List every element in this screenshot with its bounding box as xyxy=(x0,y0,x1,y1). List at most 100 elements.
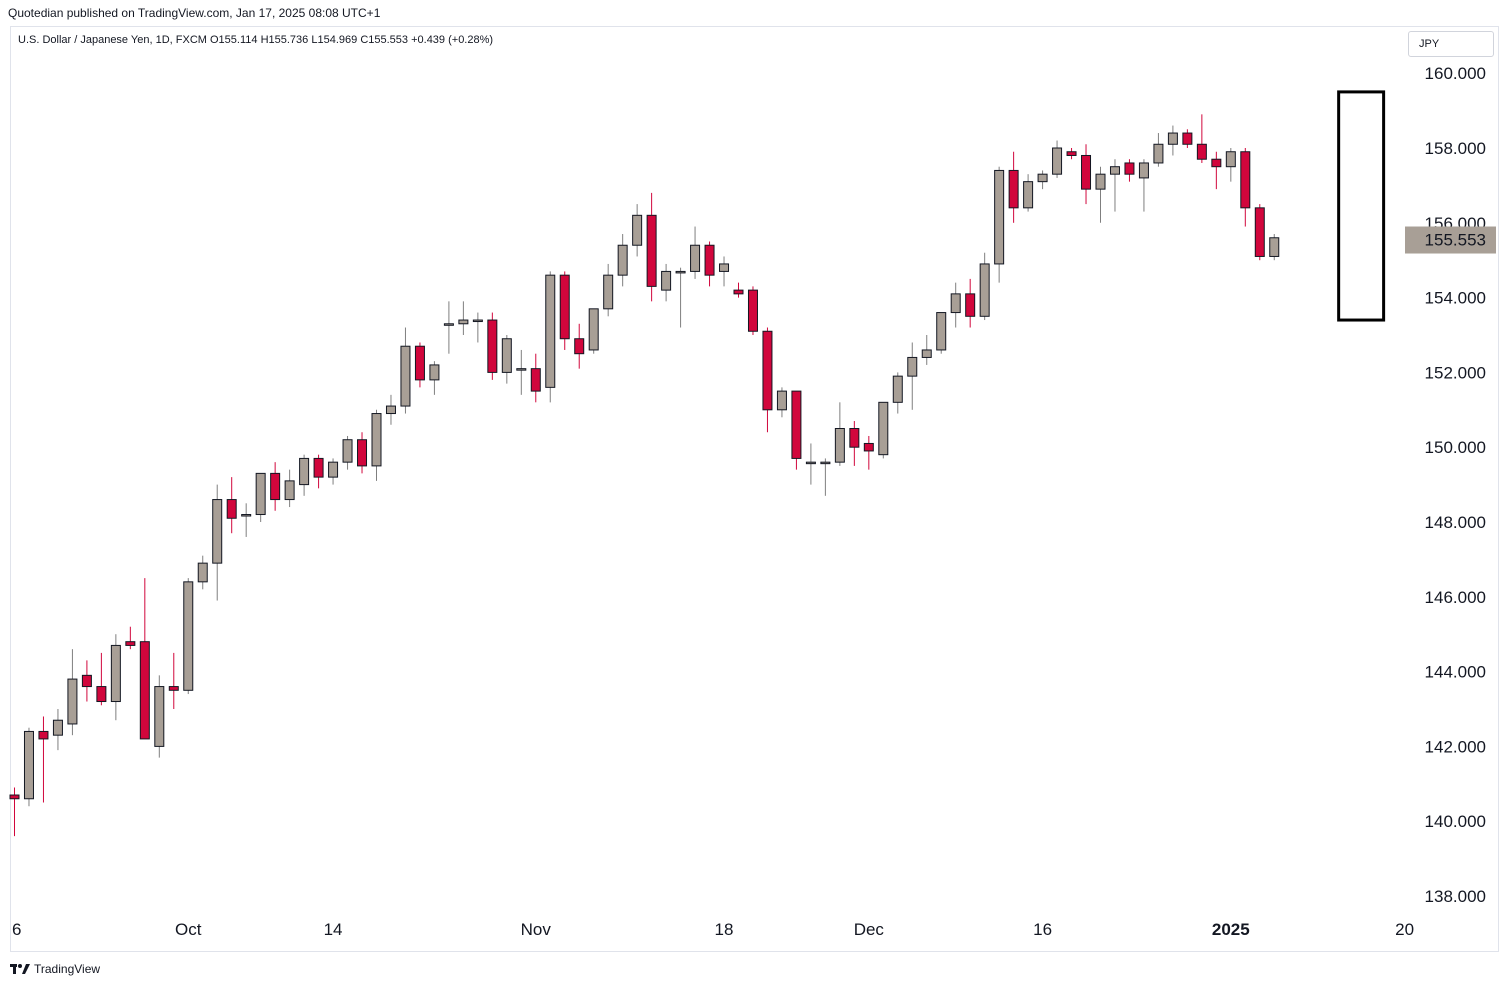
candle xyxy=(1095,166,1106,223)
candle-body-up xyxy=(212,499,223,564)
candle-body-up xyxy=(979,263,990,317)
candle-body-down xyxy=(1196,143,1207,160)
candle xyxy=(603,263,614,317)
candle xyxy=(936,312,947,354)
candle-body-up xyxy=(617,244,628,276)
candle xyxy=(950,282,961,328)
candle xyxy=(400,327,411,414)
symbol-legend: U.S. Dollar / Japanese Yen, 1D, FXCM O15… xyxy=(18,34,493,46)
candle-body-down xyxy=(747,289,758,332)
candle-body-up xyxy=(588,308,599,351)
candle xyxy=(1124,159,1135,182)
candle-body-up xyxy=(994,169,1005,265)
candle xyxy=(1023,174,1034,212)
candle-body-down xyxy=(1008,169,1019,209)
publish-info: Quotedian published on TradingView.com, … xyxy=(8,6,381,20)
candle-body-up xyxy=(675,270,686,274)
candle-body-down xyxy=(125,641,136,646)
candle xyxy=(994,166,1005,283)
price-tick-label: 144.000 xyxy=(1425,663,1486,682)
candle xyxy=(125,626,136,650)
candle-body-up xyxy=(429,364,440,381)
candle xyxy=(212,484,223,601)
candle-body-up xyxy=(1095,173,1106,190)
tradingview-brand[interactable]: TradingView xyxy=(10,962,100,976)
candle-body-up xyxy=(299,457,310,486)
price-axis: 138.000 140.000 142.000 144.000 146.000 148.0… xyxy=(1425,64,1486,906)
candle-body-down xyxy=(791,390,802,459)
candle-body-up xyxy=(67,678,78,725)
candle-body-up xyxy=(1052,147,1063,175)
candle-body-up xyxy=(110,644,121,703)
candle-body-down xyxy=(487,319,498,373)
candle-body-down xyxy=(849,428,860,448)
candle-body-up xyxy=(23,730,34,800)
candle xyxy=(559,271,570,350)
candle-body-down xyxy=(226,499,237,519)
candle xyxy=(81,660,92,702)
candle-body-down xyxy=(646,214,657,287)
candle xyxy=(921,335,932,365)
candle-body-up xyxy=(892,375,903,403)
candle xyxy=(545,271,556,403)
time-tick-label: Dec xyxy=(854,920,885,939)
candle xyxy=(168,652,179,709)
price-tick-label: 158.000 xyxy=(1425,139,1486,158)
candle xyxy=(617,234,628,287)
candle xyxy=(38,716,49,803)
candle xyxy=(704,241,715,287)
price-tick-label: 160.000 xyxy=(1425,64,1486,83)
candle xyxy=(1052,140,1063,178)
price-tick-label: 148.000 xyxy=(1425,513,1486,532)
candle-body-down xyxy=(733,289,744,295)
candle-body-down xyxy=(81,674,92,688)
candle xyxy=(458,301,469,335)
price-tick-label: 140.000 xyxy=(1425,812,1486,831)
candle xyxy=(67,649,78,736)
candle-body-up xyxy=(878,401,889,456)
currency-selector[interactable]: JPY xyxy=(1408,31,1494,57)
candle-body-down xyxy=(1081,154,1092,190)
candle xyxy=(385,394,396,425)
candle xyxy=(139,578,150,740)
candle xyxy=(1138,159,1149,212)
candle-body-up xyxy=(632,214,643,246)
candle-body-up xyxy=(950,293,961,314)
candle xyxy=(342,435,353,470)
candle xyxy=(574,323,585,369)
candle xyxy=(299,454,310,496)
candle-body-up xyxy=(545,274,556,388)
candle-body-up xyxy=(1037,173,1048,183)
candle-body-up xyxy=(805,461,816,465)
chart-frame xyxy=(10,26,1499,952)
price-tick-label: 138.000 xyxy=(1425,887,1486,906)
candle xyxy=(530,353,541,403)
candle-body-up xyxy=(690,244,701,272)
candle xyxy=(183,578,194,695)
candle xyxy=(632,204,643,257)
time-tick-label: 14 xyxy=(324,920,343,939)
candle xyxy=(1066,148,1077,160)
time-tick-label: 18 xyxy=(715,920,734,939)
candle xyxy=(747,286,758,335)
price-tick-label: 146.000 xyxy=(1425,588,1486,607)
candle xyxy=(762,327,773,433)
candle xyxy=(255,472,266,522)
candle-body-down xyxy=(1254,207,1265,257)
candle-body-down xyxy=(1240,151,1251,209)
candle-body-up xyxy=(1138,162,1149,179)
highlight-layer xyxy=(1337,90,1386,322)
candle-body-down xyxy=(270,472,281,501)
candle-body-up xyxy=(52,719,63,736)
candle xyxy=(197,555,208,590)
candle xyxy=(1081,144,1092,205)
candle-body-up xyxy=(328,461,339,478)
candle-body-up xyxy=(936,312,947,351)
candle xyxy=(1167,125,1178,156)
candle xyxy=(1240,148,1251,227)
candle-body-up xyxy=(1225,151,1236,168)
candle xyxy=(1269,234,1280,261)
candle-body-up xyxy=(661,270,672,291)
candle-body-up xyxy=(241,514,252,517)
